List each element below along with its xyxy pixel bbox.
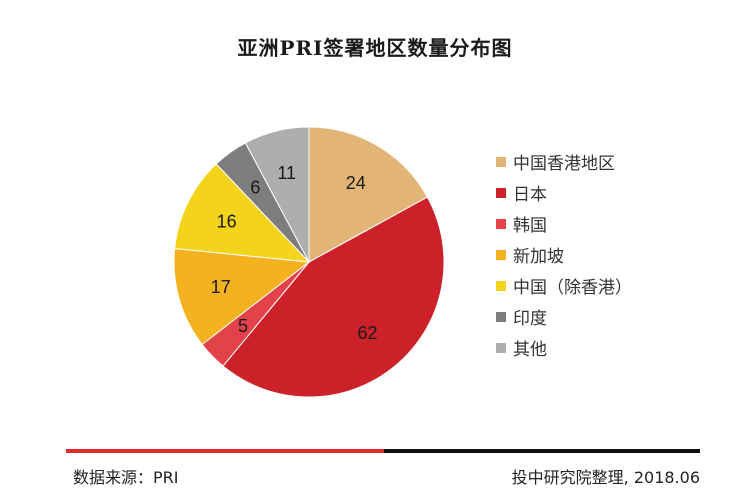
legend-swatch <box>496 249 506 260</box>
legend-item: 中国（除香港） <box>496 270 632 301</box>
chart-title: 亚洲PRI签署地区数量分布图 <box>237 36 513 60</box>
legend-item: 其他 <box>496 332 632 363</box>
legend-swatch <box>496 311 506 322</box>
legend-label: 新加坡 <box>513 247 564 267</box>
slice-value-label: 6 <box>250 177 260 197</box>
legend-swatch <box>496 280 506 291</box>
slice-value-label: 17 <box>211 277 231 297</box>
slice-value-label: 62 <box>357 323 377 343</box>
pie-slice <box>173 247 311 346</box>
slice-value-label: 16 <box>217 212 237 232</box>
legend-label: 韩国 <box>513 216 547 236</box>
pie-slice <box>308 126 429 263</box>
legend-label: 印度 <box>513 309 547 329</box>
legend-item: 中国香港地区 <box>496 146 632 177</box>
legend-label: 中国香港地区 <box>513 154 615 174</box>
legend-item: 新加坡 <box>496 239 632 270</box>
slice-value-label: 24 <box>346 173 366 193</box>
legend-label: 日本 <box>513 185 547 205</box>
legend-item: 日本 <box>496 177 632 208</box>
legend-swatch <box>496 156 506 167</box>
slice-value-label: 5 <box>238 316 248 336</box>
pie-slice <box>222 196 445 398</box>
footer-divider-black <box>384 449 700 453</box>
legend-item: 韩国 <box>496 208 632 239</box>
legend-swatch <box>496 342 506 353</box>
legend-item: 印度 <box>496 301 632 332</box>
legend-label: 中国（除香港） <box>513 278 632 298</box>
legend: 中国香港地区 日本韩国新加坡中国（除香港） 印度其他 <box>496 146 632 363</box>
legend-swatch <box>496 187 506 198</box>
pie-slice <box>174 163 311 263</box>
source-note: 数据来源：PRI <box>73 468 179 487</box>
footer-divider-red <box>66 449 384 453</box>
credit-note: 投中研究院整理, 2018.06 <box>511 468 700 487</box>
legend-swatch <box>496 218 506 229</box>
pie-slice <box>244 126 310 263</box>
pie-chart: 24 62 5 17 16 6 11 <box>173 126 445 398</box>
legend-label: 其他 <box>513 340 547 360</box>
slice-value-label: 11 <box>277 163 296 183</box>
